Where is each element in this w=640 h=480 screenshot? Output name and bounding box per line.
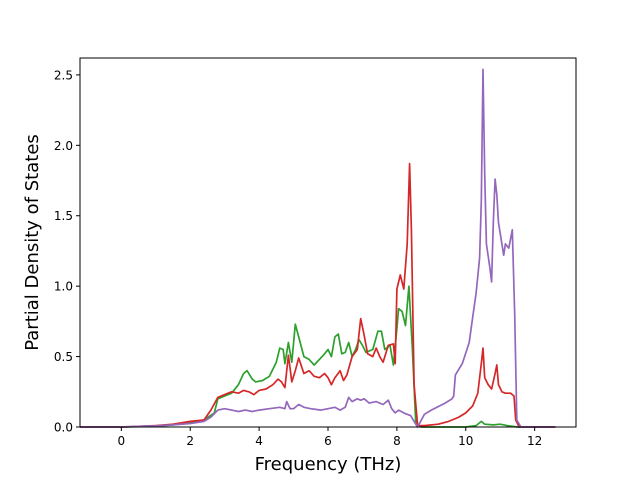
- x-tick-label: 6: [324, 434, 332, 448]
- x-tick-label: 4: [255, 434, 263, 448]
- y-tick-label: 1.5: [54, 209, 73, 223]
- x-axis-ticks: 0 2 4 6 8 10 12: [118, 427, 542, 448]
- y-tick-label: 0.0: [54, 421, 73, 435]
- y-tick-label: 1.0: [54, 280, 73, 294]
- x-tick-label: 2: [186, 434, 194, 448]
- x-tick-label: 0: [118, 434, 126, 448]
- y-tick-label: 2.5: [54, 68, 73, 82]
- series-line-3: [80, 68, 556, 428]
- x-tick-label: 12: [527, 434, 542, 448]
- series-line-2: [80, 162, 556, 428]
- plot-lines: [80, 68, 556, 428]
- y-axis-label: Partial Density of States: [22, 134, 43, 351]
- y-tick-label: 2.0: [54, 139, 73, 153]
- x-tick-label: 10: [458, 434, 473, 448]
- y-tick-label: 0.5: [54, 350, 73, 364]
- x-axis-label: Frequency (THz): [255, 454, 402, 475]
- y-axis-ticks: 0.0 0.5 1.0 1.5 2.0 2.5: [54, 68, 80, 435]
- x-tick-label: 8: [393, 434, 401, 448]
